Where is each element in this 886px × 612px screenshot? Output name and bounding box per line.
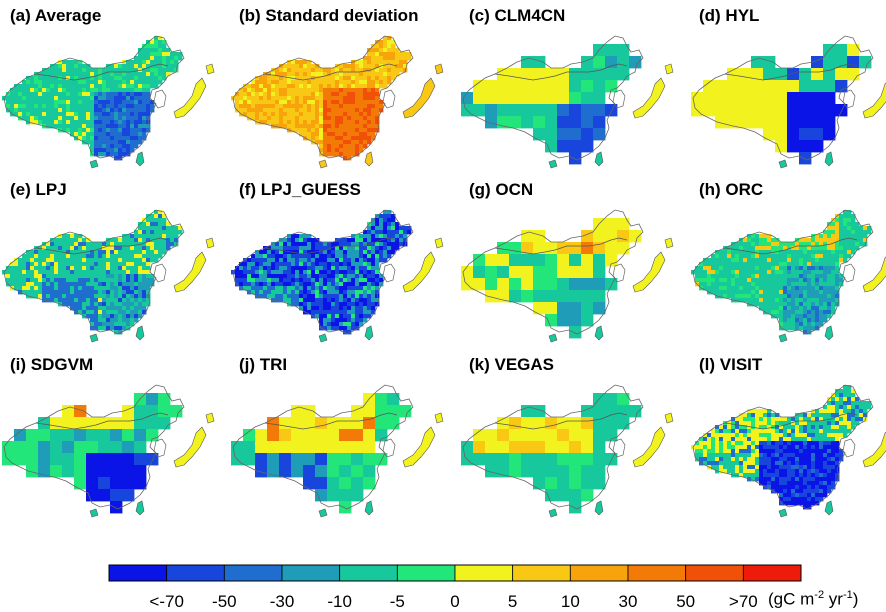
panel-title: (k) VEGAS bbox=[469, 355, 555, 374]
colorbar-swatch bbox=[742, 564, 802, 582]
map-image bbox=[461, 35, 674, 169]
map-image bbox=[2, 209, 215, 343]
map-panel: (f) LPJ_GUESS bbox=[229, 180, 451, 360]
map-panel: (h) ORC bbox=[689, 180, 886, 360]
map-image bbox=[461, 209, 674, 343]
colorbar-tick-label: 10 bbox=[560, 592, 580, 611]
map-image bbox=[231, 35, 444, 169]
panel-title: (h) ORC bbox=[699, 180, 764, 199]
map-panel: (d) HYL bbox=[689, 6, 886, 186]
colorbar-swatch bbox=[396, 564, 456, 582]
colorbar-tick-label: -50 bbox=[212, 592, 237, 611]
map-panel: (k) VEGAS bbox=[459, 355, 681, 535]
colorbar-tick-label: 0 bbox=[450, 592, 460, 611]
colorbar-tick-label: 30 bbox=[618, 592, 638, 611]
colorbar-swatch bbox=[166, 564, 225, 582]
map-panel: (i) SDGVM bbox=[0, 355, 222, 535]
panel-title: (a) Average bbox=[10, 6, 102, 25]
panel-title: (c) CLM4CN bbox=[469, 6, 566, 25]
map-image bbox=[691, 384, 886, 518]
map-panel: (e) LPJ bbox=[0, 180, 222, 360]
colorbar-swatch bbox=[627, 564, 687, 582]
map-panel: (l) VISIT bbox=[689, 355, 886, 535]
panel-title: (j) TRI bbox=[239, 355, 288, 374]
map-image bbox=[231, 384, 444, 518]
map-image bbox=[461, 384, 674, 518]
colorbar-tick-label: -10 bbox=[327, 592, 352, 611]
colorbar-tick-label: <-70 bbox=[149, 592, 184, 611]
colorbar-swatch bbox=[512, 564, 571, 582]
map-image bbox=[2, 384, 215, 518]
panel-title: (f) LPJ_GUESS bbox=[239, 180, 361, 199]
map-panel: (b) Standard deviation bbox=[229, 6, 451, 186]
colorbar-units: (gC m-2 yr-1) bbox=[768, 589, 859, 609]
colorbar-tick-label: 5 bbox=[507, 592, 518, 611]
colorbar-swatch bbox=[685, 564, 744, 582]
map-image bbox=[691, 35, 886, 169]
colorbar-tick-label: 50 bbox=[676, 592, 696, 611]
colorbar bbox=[108, 564, 802, 582]
colorbar-swatch bbox=[281, 564, 341, 582]
map-image bbox=[2, 35, 215, 169]
colorbar-swatch bbox=[223, 564, 283, 582]
colorbar-swatch bbox=[454, 564, 514, 582]
map-panel: (a) Average bbox=[0, 6, 222, 186]
panel-title: (i) SDGVM bbox=[10, 355, 94, 374]
colorbar-tick-label: -30 bbox=[269, 592, 295, 611]
map-panel: (j) TRI bbox=[229, 355, 451, 535]
map-panel: (c) CLM4CN bbox=[459, 6, 681, 186]
colorbar-swatch bbox=[108, 564, 168, 582]
panel-title: (d) HYL bbox=[699, 6, 760, 25]
panel-title: (l) VISIT bbox=[699, 355, 763, 374]
colorbar-swatch bbox=[569, 564, 629, 582]
panel-title: (g) OCN bbox=[469, 180, 534, 199]
map-panel: (g) OCN bbox=[459, 180, 681, 360]
colorbar-swatch bbox=[339, 564, 398, 582]
panel-title: (e) LPJ bbox=[10, 180, 67, 199]
map-image bbox=[231, 209, 444, 343]
map-image bbox=[691, 209, 886, 343]
panel-title: (b) Standard deviation bbox=[239, 6, 419, 25]
colorbar-tick-label: -5 bbox=[389, 592, 405, 611]
colorbar-tick-label: >70 bbox=[728, 592, 758, 611]
